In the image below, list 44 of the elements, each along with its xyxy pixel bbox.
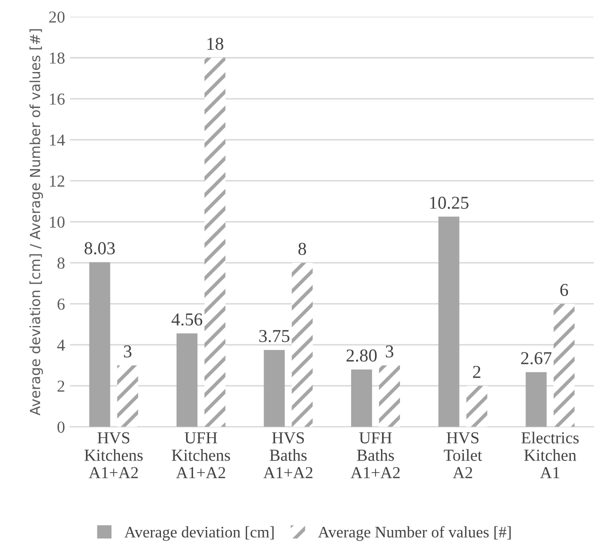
bar <box>204 58 226 427</box>
data-label: 2 <box>473 366 480 378</box>
data-label: 3 <box>124 345 132 358</box>
bar <box>292 262 313 427</box>
data-label: 8.03 <box>84 242 115 254</box>
bar <box>176 333 198 427</box>
x-tick-label: Electrics Kitchen A1 <box>521 432 579 478</box>
y-tick-label: 8 <box>57 258 65 269</box>
y-tick-label: 12 <box>50 176 64 187</box>
x-tick-label: UFH Baths A1+A2 <box>350 432 400 478</box>
data-label: 3 <box>386 345 394 358</box>
y-tick-label: 10 <box>50 216 65 228</box>
y-tick-label: 20 <box>49 11 65 23</box>
legend-label: Average Number of values [#] <box>318 526 511 541</box>
x-tick-label: HVS Toilet A2 <box>444 432 482 478</box>
bar <box>351 369 372 427</box>
bar <box>379 365 400 427</box>
y-tick-label: 0 <box>57 422 65 433</box>
y-tick-label: 4 <box>57 340 65 351</box>
x-tick-label: HVS Kitchens A1+A2 <box>84 432 143 478</box>
bar <box>554 304 575 427</box>
bar <box>438 216 460 427</box>
x-tick-label: HVS Baths A1+A2 <box>263 432 312 478</box>
data-label: 6 <box>560 284 568 296</box>
data-label: 2.67 <box>521 352 552 364</box>
data-label: 18 <box>207 38 224 50</box>
legend-label: Average deviation [cm] <box>124 526 274 541</box>
bar <box>466 386 488 427</box>
bar <box>526 372 547 427</box>
y-tick-label: 6 <box>58 298 65 310</box>
data-label: 4.56 <box>172 313 202 326</box>
data-label: 2.80 <box>346 349 377 362</box>
data-label: 10.25 <box>430 196 468 209</box>
y-tick-label: 2 <box>58 380 64 392</box>
data-label: 8 <box>298 242 306 255</box>
y-tick-label: 14 <box>50 134 65 146</box>
y-tick-label: 16 <box>50 94 65 105</box>
y-axis-title: Average deviation [cm] / Average Number of values [#] <box>30 29 43 416</box>
bar <box>117 365 138 427</box>
x-tick-label: UFH Kitchens A1+A2 <box>172 432 230 478</box>
bar <box>264 350 285 427</box>
data-label: 3.75 <box>259 330 290 342</box>
y-tick-label: 18 <box>50 52 65 64</box>
bar <box>89 262 110 427</box>
